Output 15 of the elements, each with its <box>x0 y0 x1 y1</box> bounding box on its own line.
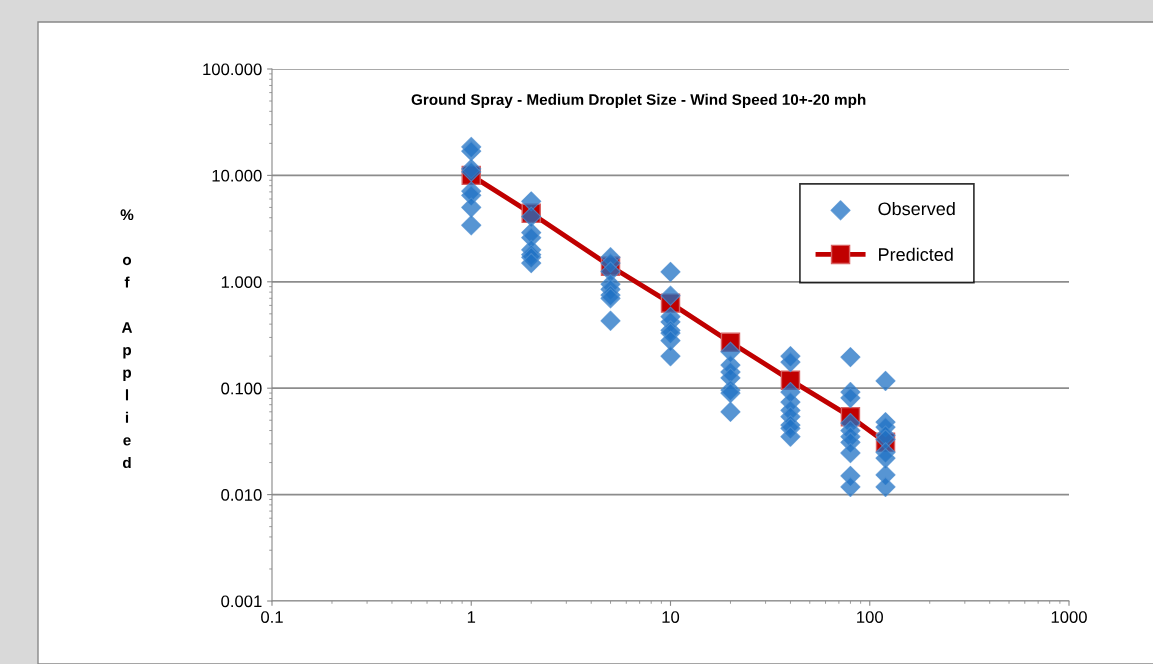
legend-label: Predicted <box>879 247 953 261</box>
legend-label: Observed <box>878 201 955 216</box>
text: % of Applied <box>120 209 134 469</box>
y-tick-label: 0.100 <box>221 382 262 395</box>
y-tick-label: 1.000 <box>221 276 262 288</box>
x-tick-label: 100 <box>857 611 883 623</box>
y-tick-label: 100.000 <box>203 63 262 76</box>
x-tick-label: 1 <box>467 611 476 623</box>
text: Ground Spray - Medium Droplet Size - Wind Speed 10+-20 mph <box>411 93 866 109</box>
y-tick-label: 0.010 <box>221 489 262 501</box>
x-tick-label: 10 <box>662 611 680 623</box>
x-tick-label: 1000 <box>1051 611 1087 623</box>
x-tick-label: 0.1 <box>261 611 283 623</box>
y-tick-label: 10.000 <box>212 169 262 182</box>
y-tick-label: 0.001 <box>221 595 262 608</box>
